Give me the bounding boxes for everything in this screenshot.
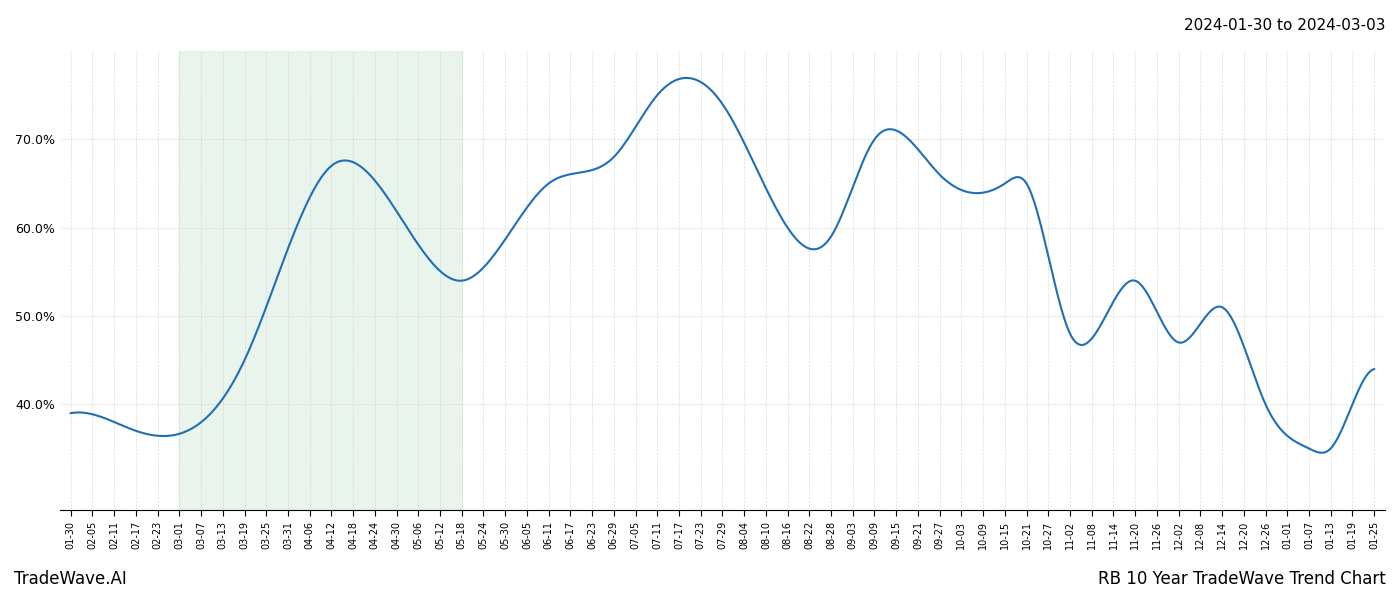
Text: RB 10 Year TradeWave Trend Chart: RB 10 Year TradeWave Trend Chart (1098, 570, 1386, 588)
Bar (179, 51, 462, 511)
Text: 2024-01-30 to 2024-03-03: 2024-01-30 to 2024-03-03 (1184, 18, 1386, 33)
Text: TradeWave.AI: TradeWave.AI (14, 570, 127, 588)
